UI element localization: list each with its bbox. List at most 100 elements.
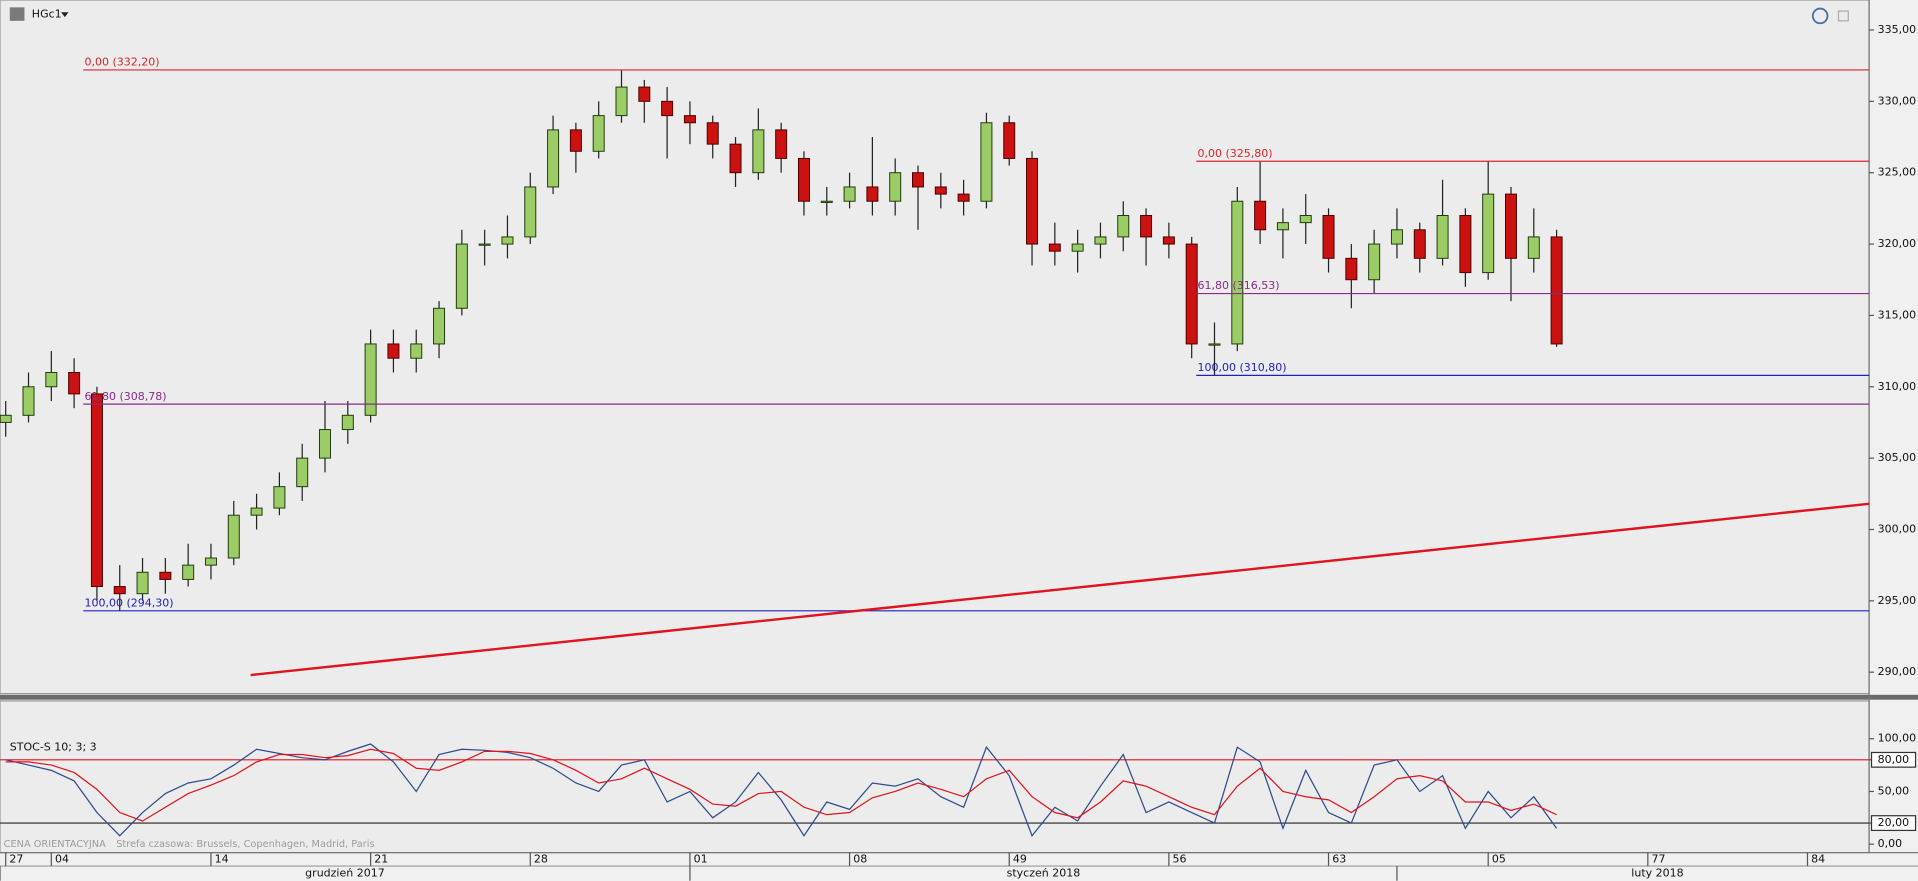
candle-body [957,193,970,202]
y-tick-label: 320,00 [1878,237,1917,250]
candle-body [889,172,902,202]
candle-body [683,115,696,124]
symbol-icon[interactable] [9,7,25,21]
candle-body [1505,193,1517,259]
month-label: styczeń 2018 [1007,866,1081,879]
month-label: luty 2018 [1631,866,1683,879]
y-tick-label: 300,00 [1878,522,1917,535]
candle-body [1482,193,1495,274]
candle-body [90,393,103,588]
candle-body [455,243,468,309]
y-tick-label: 50,00 [1878,784,1910,797]
fib-label: 0,00 (325,80) [1197,147,1272,160]
fib-label: 100,00 (294,30) [84,596,173,609]
x-tick-label: 01 [694,852,708,865]
candle-body [1003,122,1016,159]
window-icon[interactable] [1837,10,1849,22]
price-note: CENA ORIENTACYJNA [4,839,106,850]
y-tick-label: 20,00 [1878,816,1910,829]
candle-body [752,129,765,174]
x-tick-label: 63 [1332,852,1346,865]
fib-label: 61,80 (316,53) [1197,279,1279,292]
x-tick-label: 14 [215,852,229,865]
candle-body [615,86,628,117]
candle-body [1162,236,1175,245]
stoch-line [5,748,1557,822]
candle-body [729,143,742,174]
candle-body [843,186,856,202]
indicator-title[interactable]: STOC-S 10; 3; 3 [10,740,97,753]
price-pane [0,0,1870,695]
candle-body [1390,229,1403,245]
x-tick-label: 05 [1492,852,1506,865]
candle-body [912,172,924,188]
candle-body [1071,243,1084,252]
pane-splitter[interactable] [0,694,1918,700]
candle-body [638,86,651,102]
candle-body [1185,243,1198,345]
candle-body [273,486,286,509]
candle-body [341,414,354,431]
candle-body [501,236,514,245]
candle-body [547,129,560,188]
y-tick-label: 325,00 [1878,166,1917,179]
x-tick-label: 56 [1173,852,1187,865]
y-tick-label: 315,00 [1878,308,1917,321]
candle-body [1368,243,1381,281]
candle-body [182,564,195,580]
candle-body [820,200,833,203]
candle-body [1254,200,1267,231]
candle-body [204,557,217,566]
candle-body [1048,243,1061,252]
candle-body [569,129,582,152]
x-tick-label: 28 [534,852,548,865]
candle-body [250,507,263,516]
candle-body [1208,343,1221,346]
candle-body [1094,236,1107,245]
candle-body [1276,222,1289,231]
x-tick-label: 84 [1811,852,1825,865]
candle-body [159,571,172,580]
x-tick-label: 27 [9,852,23,865]
candle-body [364,343,377,416]
candle-body [1459,215,1472,274]
y-tick-label: 100,00 [1878,732,1917,745]
y-tick-label: 310,00 [1878,380,1917,393]
candle-body [22,386,35,416]
fib-label: 61,80 (308,78) [84,390,166,403]
y-tick-label: 295,00 [1878,594,1917,607]
trend-line [250,502,1870,677]
candle-body [1550,236,1563,345]
stoch-line [5,743,1558,837]
fib-label: 0,00 (332,20) [84,56,159,69]
clock-icon[interactable] [1811,7,1829,25]
y-tick-label: 335,00 [1878,23,1917,36]
candle-body [1299,215,1312,224]
candle-body [934,186,947,195]
candle-body [1117,215,1130,238]
candle-body [775,129,788,159]
x-tick-label: 77 [1652,852,1666,865]
dropdown-arrow[interactable] [61,12,69,18]
symbol-title[interactable]: HGc1 [32,8,62,21]
candle-body [1413,229,1426,259]
x-tick-label: 49 [1013,852,1027,865]
candle-body [0,414,12,423]
candle-body [980,122,993,202]
candle-body [410,343,423,359]
candle-body [296,457,309,488]
candle-body [387,343,400,359]
candle-body [524,186,537,238]
candle-body [1345,257,1358,281]
month-label: grudzień 2017 [305,866,385,879]
candle-body [592,115,605,152]
candle-body [433,307,446,345]
level-label-box [1870,815,1917,832]
x-tick-label: 04 [55,852,69,865]
candle-body [1322,215,1335,259]
stoch-pane [0,700,1870,854]
x-tick-label: 21 [374,852,388,865]
candle-body [1436,215,1449,259]
